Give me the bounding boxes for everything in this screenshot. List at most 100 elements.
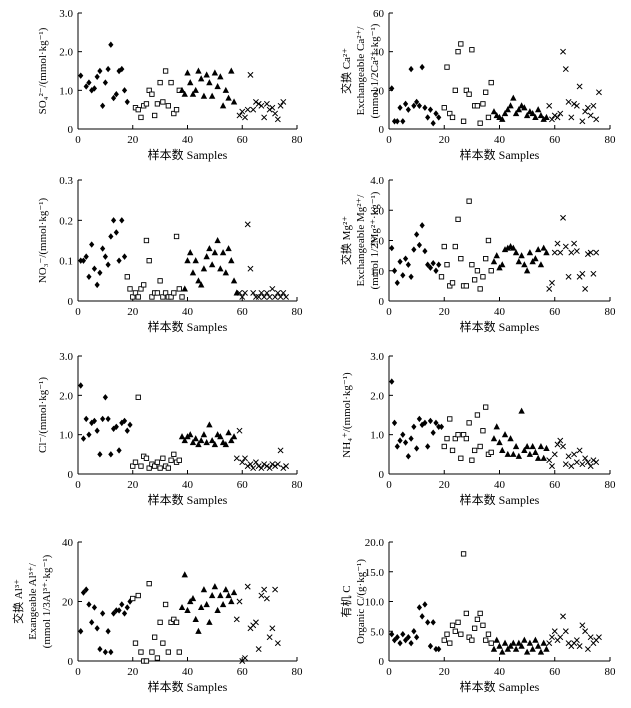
point-square <box>160 455 166 461</box>
y-tick-label: 40 <box>373 47 385 59</box>
x-tick-label: 80 <box>605 666 617 678</box>
point-diamond <box>405 106 411 113</box>
point-diamond <box>113 607 119 614</box>
y-axis-label: Exangeable Al³⁺/ <box>27 562 39 640</box>
point-diamond <box>414 445 420 452</box>
point-cross <box>250 289 257 296</box>
point-cross <box>261 294 268 300</box>
point-diamond <box>394 279 400 287</box>
point-square <box>441 243 447 250</box>
point-triangle <box>203 71 210 78</box>
point-square <box>474 616 481 623</box>
point-diamond <box>405 453 411 460</box>
point-triangle <box>526 450 534 457</box>
point-cross <box>277 447 284 454</box>
point-square <box>444 64 450 70</box>
y-axis-label: (mmol 1/2Ca²⁺·kg⁻¹) <box>369 23 381 118</box>
point-cross <box>283 294 290 300</box>
point-cross <box>573 459 580 466</box>
point-triangle <box>192 257 199 264</box>
point-triangle <box>195 67 202 74</box>
point-cross <box>250 106 257 113</box>
point-diamond <box>86 601 92 608</box>
point-cross <box>258 465 265 472</box>
point-diamond <box>110 217 117 224</box>
point-cross <box>562 461 569 468</box>
x-tick-label: 80 <box>292 666 304 678</box>
point-triangle <box>200 92 208 99</box>
y-tick-label: 3.0 <box>370 351 384 363</box>
y-tick-label: 0.3 <box>59 175 73 187</box>
point-diamond <box>102 648 108 656</box>
point-diamond <box>100 245 106 252</box>
point-square <box>149 91 155 97</box>
point-diamond <box>411 246 417 253</box>
point-square <box>173 233 180 240</box>
point-diamond <box>94 427 100 434</box>
point-square <box>471 277 478 283</box>
point-diamond <box>427 417 434 425</box>
point-triangle <box>230 277 238 284</box>
point-cross <box>242 114 248 121</box>
point-square <box>168 294 174 300</box>
point-triangle <box>200 586 208 593</box>
point-square <box>449 447 456 454</box>
point-triangle <box>206 245 213 252</box>
point-square <box>157 79 163 86</box>
point-cross <box>587 249 594 256</box>
point-square <box>474 103 481 109</box>
point-triangle <box>195 277 202 284</box>
y-tick-label: 2.0 <box>59 390 73 402</box>
point-cross <box>277 102 284 109</box>
point-diamond <box>80 435 87 442</box>
point-cross <box>233 616 240 623</box>
point-diamond <box>97 645 103 653</box>
point-cross <box>560 613 566 620</box>
point-triangle <box>197 75 205 82</box>
point-cross <box>280 98 287 105</box>
point-triangle <box>490 258 498 265</box>
point-triangle <box>534 246 542 253</box>
point-diamond <box>116 67 122 75</box>
point-diamond <box>121 87 128 94</box>
y-axis-label: 交换 Al³⁺ <box>11 579 25 624</box>
point-triangle <box>540 244 547 251</box>
point-square <box>447 640 453 646</box>
point-square <box>165 465 171 471</box>
x-tick-label: 0 <box>386 134 392 146</box>
point-cross <box>571 100 578 107</box>
point-diamond <box>402 100 409 108</box>
point-cross <box>269 625 276 632</box>
point-cross <box>242 455 248 462</box>
point-diamond <box>121 610 128 617</box>
point-triangle <box>203 600 210 608</box>
point-triangle <box>219 249 227 256</box>
point-square <box>160 99 166 105</box>
point-square <box>444 631 450 637</box>
point-cross <box>239 108 246 115</box>
x-axis-label: 样本数 Samples <box>460 679 540 694</box>
point-square <box>132 290 139 296</box>
point-diamond <box>124 98 130 106</box>
point-square <box>463 435 469 442</box>
point-cross <box>579 461 586 468</box>
point-diamond <box>433 267 439 274</box>
point-diamond <box>425 114 431 121</box>
point-square <box>466 91 472 97</box>
point-diamond <box>422 601 428 608</box>
point-cross <box>244 221 251 228</box>
point-triangle <box>222 269 230 276</box>
point-diamond <box>427 642 434 650</box>
point-triangle <box>197 281 205 288</box>
point-square <box>444 262 450 268</box>
x-tick-label: 0 <box>386 479 392 491</box>
y-tick-label: 1.0 <box>370 266 384 278</box>
point-cross <box>274 116 281 123</box>
point-triangle <box>526 639 534 646</box>
x-tick-label: 80 <box>292 306 304 318</box>
point-triangle <box>540 454 547 461</box>
point-diamond <box>89 241 95 248</box>
x-tick-label: 60 <box>237 306 249 318</box>
point-cross <box>549 279 555 286</box>
point-cross <box>560 443 566 450</box>
